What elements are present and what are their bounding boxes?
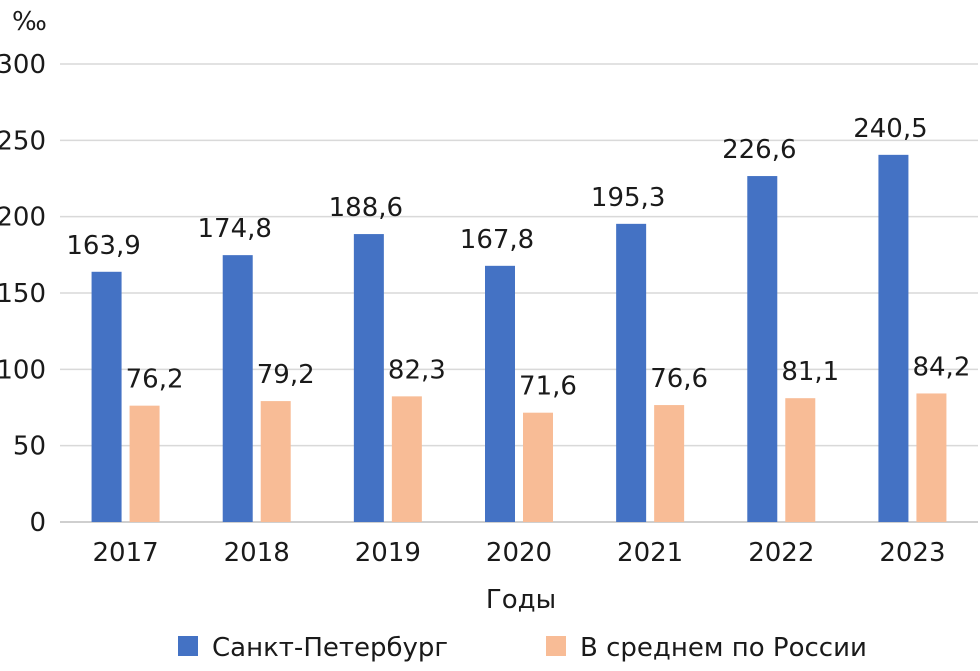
y-tick-label: 150 bbox=[0, 279, 46, 309]
bar-spb-2018 bbox=[222, 255, 253, 522]
gridlines bbox=[60, 63, 978, 523]
bar-russia-2017 bbox=[129, 405, 160, 522]
data-label: 195,3 bbox=[591, 183, 665, 213]
legend: Санкт-Петербург В среднем по России bbox=[178, 633, 867, 663]
legend-swatch bbox=[178, 636, 198, 656]
data-label: 163,9 bbox=[66, 231, 140, 261]
x-tick-label: 2023 bbox=[879, 538, 945, 568]
bar-russia-2019 bbox=[391, 396, 422, 522]
data-labels: 163,9 76,2 174,8 79,2 188,6 82,3 167,8 71,6 195,… bbox=[66, 114, 970, 402]
x-axis-ticks: 2017 2018 2019 2020 2021 2022 2023 bbox=[92, 538, 945, 568]
bar-russia-2021 bbox=[654, 405, 685, 522]
legend-swatch bbox=[546, 636, 566, 656]
x-axis-title: Годы bbox=[486, 585, 556, 615]
x-tick-label: 2017 bbox=[92, 538, 158, 568]
data-label: 76,6 bbox=[650, 364, 708, 394]
y-tick-label: 50 bbox=[13, 432, 46, 462]
y-tick-label: 0 bbox=[29, 508, 46, 538]
y-axis-unit-label: ‰ bbox=[12, 7, 47, 37]
y-tick-label: 250 bbox=[0, 126, 46, 156]
bar-spb-2023 bbox=[878, 154, 909, 522]
data-label: 174,8 bbox=[197, 214, 271, 244]
y-tick-label: 300 bbox=[0, 50, 46, 80]
bar-russia-2020 bbox=[523, 412, 553, 522]
y-axis-ticks: 0 50 100 150 200 250 300 bbox=[0, 50, 46, 538]
bar-spb-2021 bbox=[616, 223, 647, 523]
bar-spb-2020 bbox=[485, 265, 515, 522]
data-label: 76,2 bbox=[126, 365, 184, 395]
x-tick-label: 2022 bbox=[748, 538, 814, 568]
data-label: 167,8 bbox=[460, 225, 534, 255]
bars bbox=[91, 154, 947, 523]
data-label: 79,2 bbox=[257, 360, 315, 390]
bar-spb-2017 bbox=[91, 271, 122, 522]
bar-spb-2022 bbox=[747, 176, 778, 523]
data-label: 188,6 bbox=[329, 193, 403, 223]
bar-russia-2018 bbox=[260, 401, 291, 522]
y-tick-label: 200 bbox=[0, 203, 46, 233]
legend-label: В среднем по России bbox=[580, 633, 867, 663]
bar-spb-2019 bbox=[353, 234, 384, 522]
bar-russia-2023 bbox=[916, 393, 947, 522]
x-tick-label: 2020 bbox=[486, 538, 552, 568]
y-tick-label: 100 bbox=[0, 355, 46, 385]
data-label: 82,3 bbox=[388, 355, 446, 385]
bar-russia-2022 bbox=[785, 398, 816, 522]
x-tick-label: 2021 bbox=[617, 538, 683, 568]
data-label: 84,2 bbox=[912, 352, 970, 382]
data-label: 240,5 bbox=[853, 114, 927, 144]
data-label: 226,6 bbox=[722, 135, 796, 165]
x-tick-label: 2019 bbox=[355, 538, 421, 568]
x-tick-label: 2018 bbox=[224, 538, 290, 568]
data-label: 81,1 bbox=[781, 357, 839, 387]
data-label: 71,6 bbox=[519, 372, 577, 402]
legend-label: Санкт-Петербург bbox=[212, 633, 448, 663]
